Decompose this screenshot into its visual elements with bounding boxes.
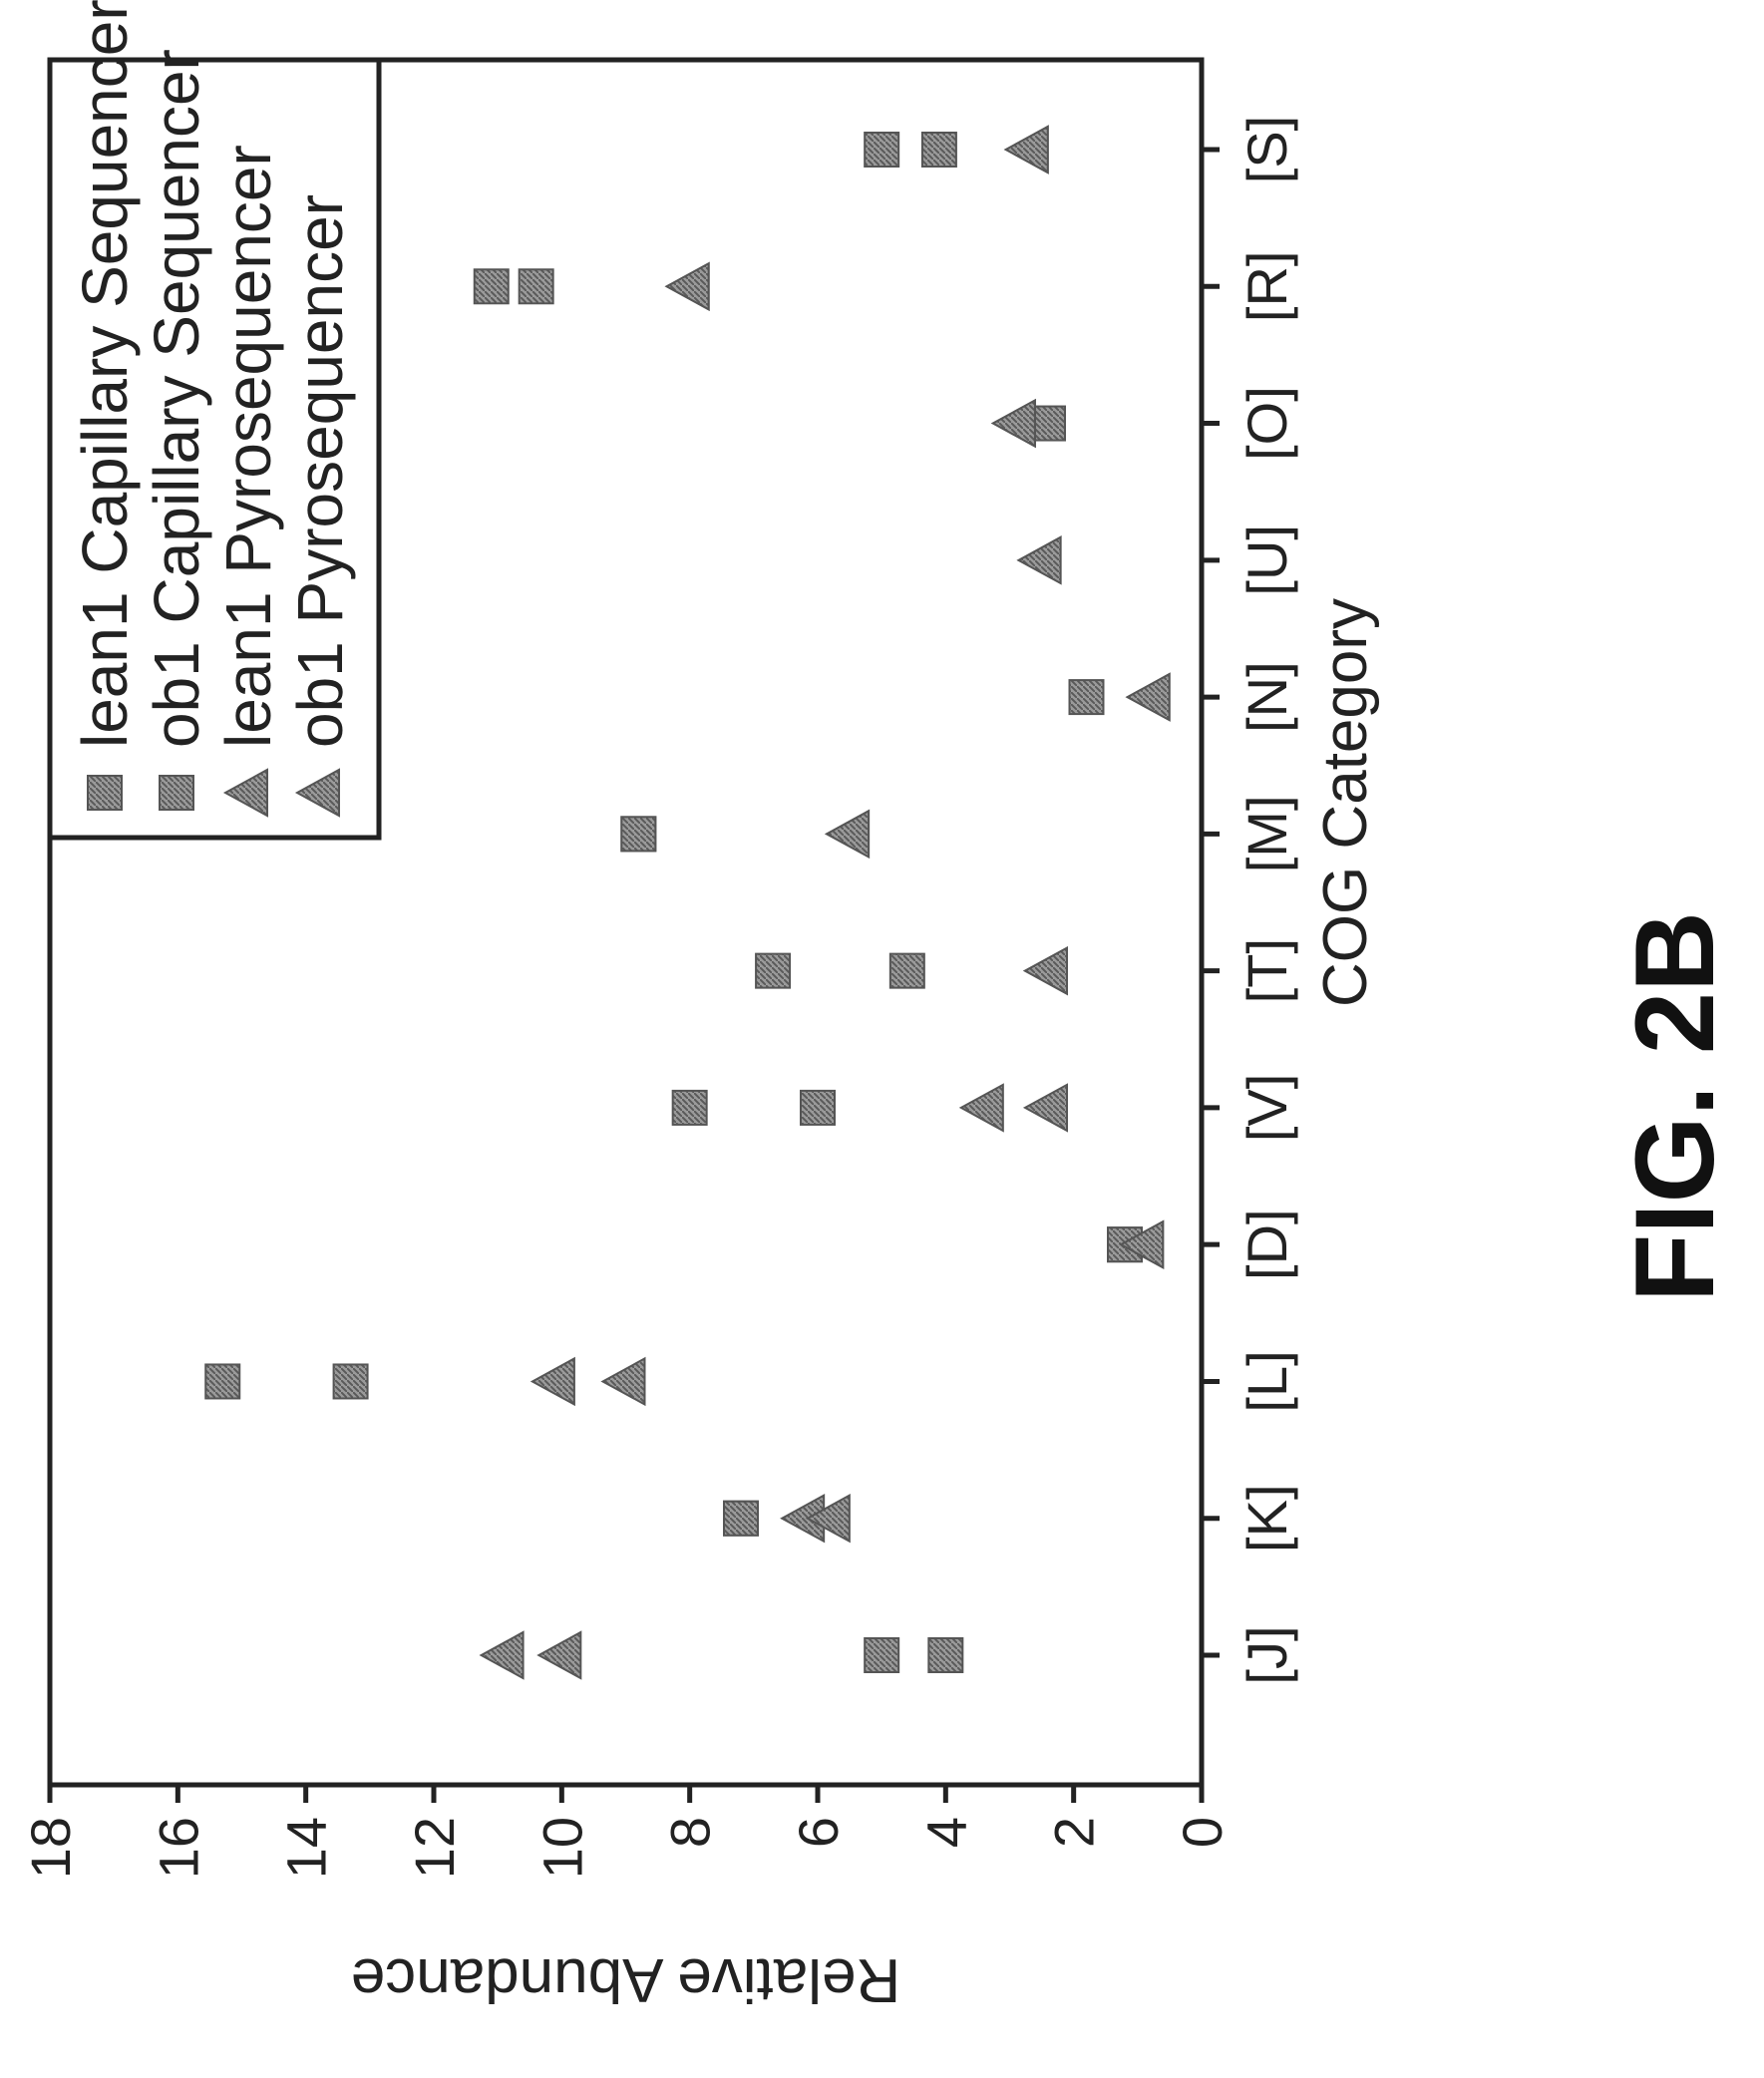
legend-symbol-square: [160, 776, 193, 810]
marker-ob1-pyrosequencer: [603, 1358, 645, 1404]
y-tick-label: 2: [1043, 1817, 1106, 1848]
marker-ob1-capillary-sequencer: [922, 133, 956, 167]
x-tick-label: [K]: [1235, 1484, 1298, 1552]
marker-lean1-capillary-sequencer: [756, 954, 790, 988]
x-tick-label: [M]: [1235, 795, 1298, 872]
marker-lean1-pyrosequencer: [538, 1632, 580, 1678]
marker-ob1-pyrosequencer: [827, 811, 869, 857]
marker-lean1-pyrosequencer: [961, 1085, 1003, 1131]
marker-ob1-pyrosequencer: [667, 263, 709, 309]
y-tick-label: 6: [787, 1817, 850, 1848]
y-tick-label: 18: [19, 1817, 82, 1879]
marker-ob1-capillary-sequencer: [520, 269, 553, 303]
marker-lean1-pyrosequencer: [532, 1358, 574, 1404]
marker-ob1-pyrosequencer: [1025, 948, 1067, 994]
legend-symbol-square: [88, 776, 122, 810]
y-axis-label: Relative Abundance: [351, 1945, 901, 2014]
marker-ob1-pyrosequencer: [993, 401, 1035, 447]
marker-ob1-pyrosequencer: [1006, 127, 1048, 173]
y-tick-label: 12: [403, 1817, 466, 1879]
figure-label: FIG. 2B: [1615, 907, 1735, 1306]
y-tick-label: 14: [275, 1817, 338, 1879]
x-axis-label: COG Category: [1311, 598, 1380, 1007]
marker-ob1-capillary-sequencer: [1070, 680, 1104, 714]
marker-ob1-pyrosequencer: [1025, 1085, 1067, 1131]
marker-ob1-pyrosequencer: [482, 1632, 524, 1678]
x-tick-label: [D]: [1235, 1209, 1298, 1280]
x-tick-label: [N]: [1235, 661, 1298, 733]
legend-entry: lean1 Pyrosequencer: [212, 145, 284, 748]
x-tick-label: [V]: [1235, 1074, 1298, 1142]
legend-entry: ob1 Capillary Sequencer: [141, 49, 212, 748]
marker-lean1-capillary-sequencer: [673, 1091, 707, 1125]
x-tick-label: [L]: [1235, 1350, 1298, 1412]
y-tick-label: 16: [147, 1817, 209, 1879]
marker-ob1-capillary-sequencer: [928, 1638, 962, 1672]
marker-lean1-capillary-sequencer: [865, 1638, 898, 1672]
legend-entry: ob1 Pyrosequencer: [284, 194, 356, 748]
marker-ob1-capillary-sequencer: [890, 954, 924, 988]
y-tick-label: 8: [659, 1817, 722, 1848]
y-tick-label: 10: [530, 1817, 593, 1879]
y-tick-label: 0: [1171, 1817, 1234, 1848]
x-tick-label: [T]: [1235, 938, 1298, 1003]
plot-area: 0 2 4 6 8 10 12 14 16 18 [J] [K] [L] [D] [V] [T] [M] [N] […: [19, 0, 1380, 2014]
x-tick-label: [J]: [1235, 1625, 1298, 1684]
x-tick-label: [S]: [1235, 116, 1298, 183]
marker-ob1-capillary-sequencer: [801, 1091, 835, 1125]
marker-lean1-capillary-sequencer: [475, 269, 509, 303]
x-tick-label: [U]: [1235, 524, 1298, 596]
marker-ob1-capillary-sequencer: [724, 1502, 758, 1536]
marker-ob1-capillary-sequencer: [621, 817, 655, 851]
marker-ob1-capillary-sequencer: [1031, 407, 1065, 441]
marker-lean1-capillary-sequencer: [865, 133, 898, 167]
legend-entry: lean1 Capillary Sequencer: [69, 0, 141, 748]
marker-ob1-pyrosequencer: [1019, 537, 1061, 583]
marker-ob1-pyrosequencer: [1128, 674, 1170, 720]
y-tick-label: 4: [914, 1817, 977, 1848]
marker-ob1-capillary-sequencer: [334, 1364, 368, 1398]
x-tick-label: [R]: [1235, 250, 1298, 322]
marker-lean1-capillary-sequencer: [205, 1364, 239, 1398]
x-tick-label: [O]: [1235, 386, 1298, 461]
